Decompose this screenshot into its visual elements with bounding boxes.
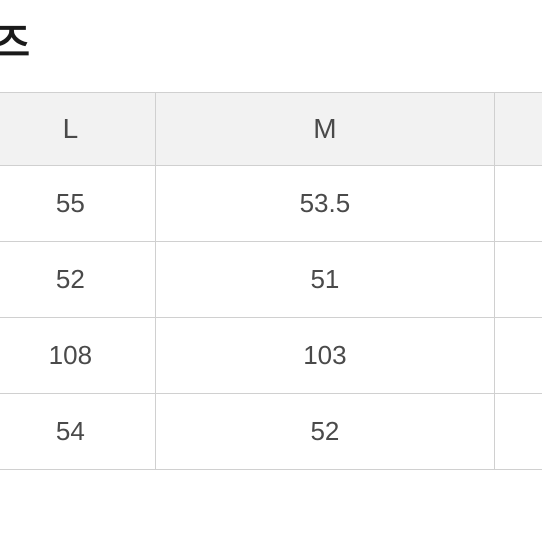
column-header-l: L [0,93,155,166]
column-header-edge [495,93,542,166]
table-cell: 103 [155,318,494,394]
table-cell [495,394,542,470]
table-cell [495,242,542,318]
table-cell [495,318,542,394]
table-cell [495,166,542,242]
table-row: 108 103 [0,318,542,394]
size-table: L M 55 53.5 52 51 108 103 54 52 [0,92,542,470]
page-title: |즈 [0,0,542,92]
table-cell: 55 [0,166,155,242]
table-cell: 52 [155,394,494,470]
column-header-m: M [155,93,494,166]
table-header-row: L M [0,93,542,166]
table-cell: 108 [0,318,155,394]
table-cell: 54 [0,394,155,470]
table-row: 54 52 [0,394,542,470]
table-row: 55 53.5 [0,166,542,242]
table-cell: 52 [0,242,155,318]
table-cell: 51 [155,242,494,318]
table-row: 52 51 [0,242,542,318]
table-cell: 53.5 [155,166,494,242]
